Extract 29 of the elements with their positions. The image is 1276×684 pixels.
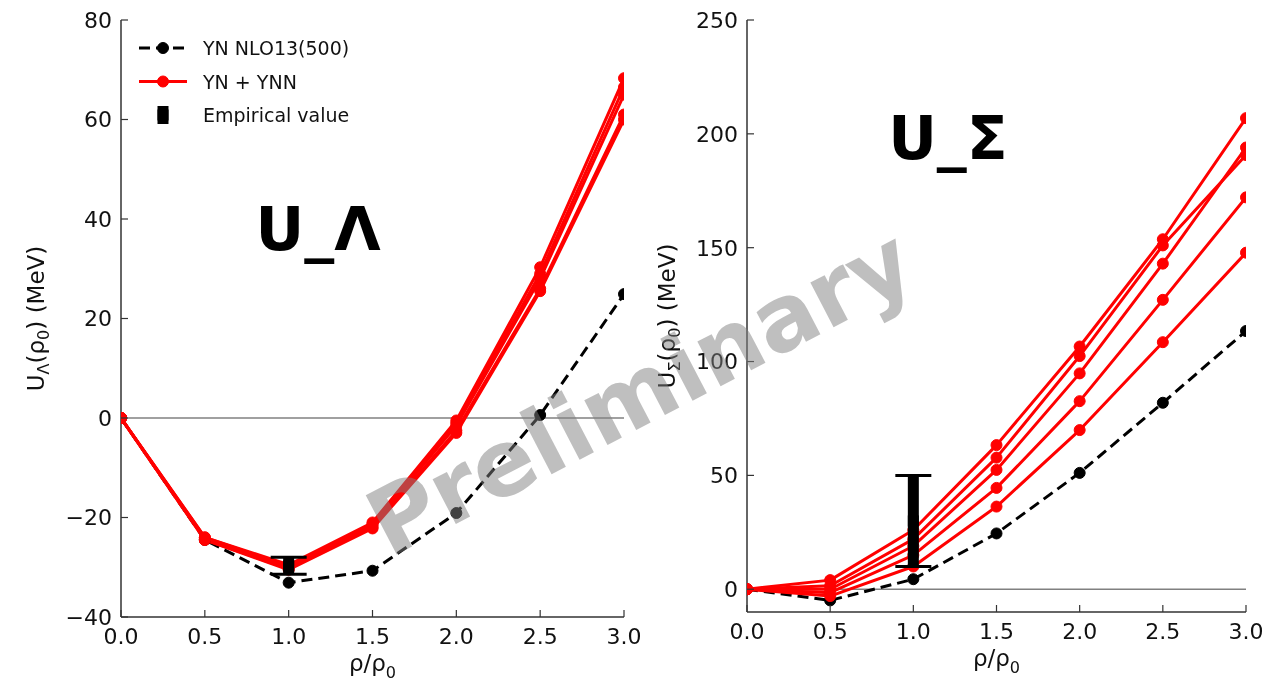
- y-tick-label: 20: [84, 306, 112, 332]
- x-tick-label: 2.0: [438, 624, 474, 649]
- x-tick-label: 0.5: [187, 624, 223, 649]
- x-tick-label: 3.0: [606, 624, 642, 649]
- x-tick-label: 0.5: [812, 619, 848, 644]
- y-tick-label: 0: [98, 405, 112, 431]
- legend-label: YN NLO13(500): [202, 37, 350, 59]
- legend-label: YN + YNN: [202, 70, 297, 93]
- x-tick-label: 1.5: [355, 624, 390, 649]
- y-tick-label: 0: [724, 577, 738, 603]
- x-tick-label: 3.0: [1228, 619, 1264, 644]
- y-tick-label: 60: [84, 107, 112, 133]
- x-axis-title: ρ/ρ$_{0}$: [348, 650, 397, 682]
- y-tick-label: −20: [65, 505, 112, 531]
- y-tick-label: 40: [84, 206, 112, 232]
- y-tick-label: 250: [696, 7, 738, 33]
- x-tick-label: 0.0: [729, 619, 765, 644]
- legend-label: Empirical value: [203, 104, 350, 126]
- x-tick-label: 2.5: [1145, 619, 1181, 644]
- annotation: U_Σ: [888, 103, 1008, 173]
- y-tick-label: 80: [84, 7, 112, 33]
- x-tick-label: 2.5: [522, 624, 558, 649]
- x-tick-label: 1.0: [271, 624, 307, 649]
- y-tick-label: 200: [696, 121, 738, 147]
- x-tick-label: 1.0: [895, 619, 931, 644]
- x-axis-title: ρ/ρ$_{0}$: [972, 645, 1021, 677]
- x-tick-label: 1.5: [979, 619, 1014, 644]
- x-tick-label: 0.0: [103, 624, 139, 649]
- x-tick-label: 2.0: [1062, 619, 1098, 644]
